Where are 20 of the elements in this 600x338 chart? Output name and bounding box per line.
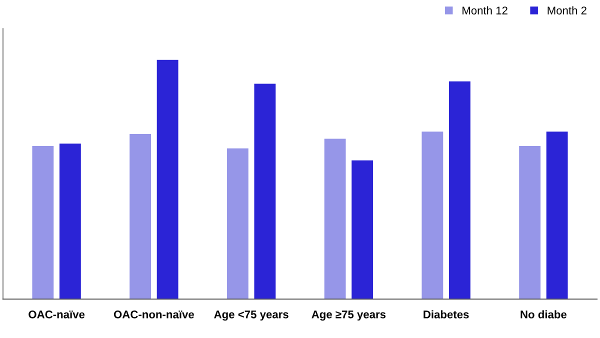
bar <box>226 148 248 300</box>
bar <box>324 138 346 300</box>
bar <box>352 160 374 300</box>
x-tick-label: Age <75 years <box>214 310 288 321</box>
bar <box>546 132 568 300</box>
legend-label: Month 2 <box>548 6 586 14</box>
legend-label: Month 12 <box>462 6 508 14</box>
x-tick-label: No diabe <box>520 310 567 318</box>
x-tick-label: OAC-naïve <box>28 310 85 318</box>
x-tick-label: OAC-non-naïve <box>114 310 194 318</box>
bar <box>519 146 541 300</box>
x-tick-label: Age ≥75 years <box>312 310 386 321</box>
bar <box>254 84 276 300</box>
bar <box>32 146 54 300</box>
x-tick-label: Diabetes <box>424 310 469 318</box>
bar <box>448 81 470 300</box>
bar <box>156 60 178 300</box>
bar <box>59 144 81 300</box>
bar <box>422 132 444 300</box>
bar <box>130 134 152 300</box>
